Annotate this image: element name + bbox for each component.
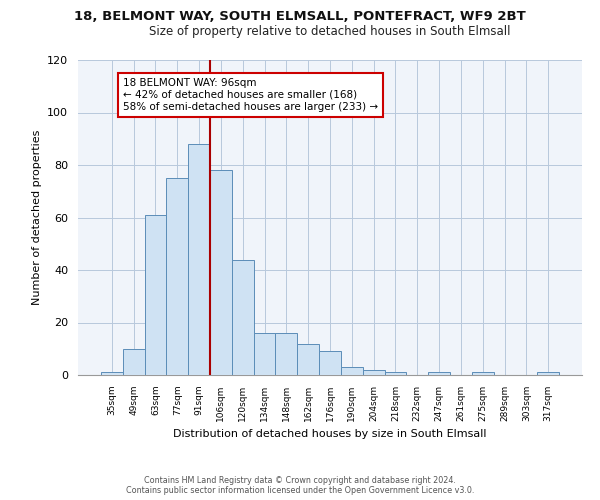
Bar <box>210 170 232 375</box>
Title: Size of property relative to detached houses in South Elmsall: Size of property relative to detached ho… <box>149 25 511 38</box>
Bar <box>537 372 559 375</box>
Bar <box>472 372 494 375</box>
Bar <box>341 367 363 375</box>
Bar <box>254 333 275 375</box>
Text: 18, BELMONT WAY, SOUTH ELMSALL, PONTEFRACT, WF9 2BT: 18, BELMONT WAY, SOUTH ELMSALL, PONTEFRA… <box>74 10 526 23</box>
Bar <box>319 352 341 375</box>
Bar <box>385 372 406 375</box>
Bar <box>363 370 385 375</box>
X-axis label: Distribution of detached houses by size in South Elmsall: Distribution of detached houses by size … <box>173 430 487 440</box>
Text: Contains HM Land Registry data © Crown copyright and database right 2024.
Contai: Contains HM Land Registry data © Crown c… <box>126 476 474 495</box>
Bar <box>188 144 210 375</box>
Bar <box>297 344 319 375</box>
Bar <box>101 372 123 375</box>
Text: 18 BELMONT WAY: 96sqm
← 42% of detached houses are smaller (168)
58% of semi-det: 18 BELMONT WAY: 96sqm ← 42% of detached … <box>123 78 378 112</box>
Bar <box>166 178 188 375</box>
Bar <box>123 349 145 375</box>
Bar <box>275 333 297 375</box>
Bar <box>232 260 254 375</box>
Bar <box>428 372 450 375</box>
Bar <box>145 215 166 375</box>
Y-axis label: Number of detached properties: Number of detached properties <box>32 130 41 305</box>
